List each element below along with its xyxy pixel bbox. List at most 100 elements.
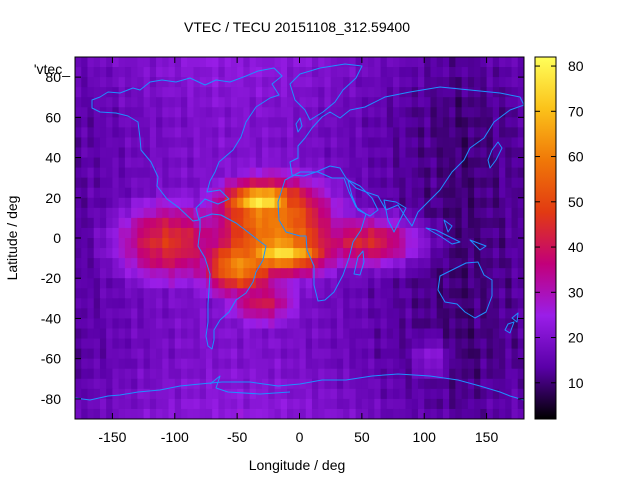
- heatmap-cell: [143, 278, 151, 289]
- heatmap-cell: [324, 328, 332, 340]
- heatmap-cell: [137, 298, 145, 309]
- heatmap-cell: [324, 187, 332, 199]
- heatmap-cell: [118, 227, 126, 239]
- heatmap-cell: [299, 197, 307, 209]
- x-tick-label: -50: [227, 429, 247, 445]
- heatmap-cell: [480, 117, 488, 128]
- heatmap-cell: [455, 378, 463, 390]
- heatmap-cell: [293, 408, 301, 419]
- heatmap-cell: [162, 378, 170, 390]
- heatmap-cell: [162, 358, 170, 370]
- heatmap-cell: [99, 147, 107, 159]
- heatmap-cell: [168, 278, 176, 289]
- heatmap-cell: [274, 107, 282, 118]
- heatmap-cell: [143, 87, 151, 98]
- heatmap-cell: [293, 298, 301, 309]
- heatmap-cell: [118, 358, 126, 370]
- heatmap-cell: [181, 368, 188, 380]
- heatmap-cell: [299, 328, 307, 340]
- heatmap-cell: [187, 268, 195, 279]
- heatmap-cell: [193, 258, 201, 269]
- heatmap-cell: [187, 398, 195, 410]
- heatmap-cell: [143, 308, 151, 320]
- heatmap-cell: [243, 67, 251, 78]
- heatmap-cell: [162, 238, 170, 249]
- heatmap-cell: [449, 408, 457, 419]
- heatmap-cell: [455, 288, 463, 299]
- heatmap-cell: [449, 378, 457, 390]
- heatmap-cell: [212, 127, 220, 139]
- heatmap-cell: [274, 298, 282, 309]
- heatmap-cell: [93, 238, 101, 249]
- heatmap-cell: [99, 207, 107, 219]
- heatmap-cell: [299, 57, 307, 68]
- heatmap-cell: [93, 227, 101, 239]
- heatmap-cell: [93, 308, 101, 320]
- heatmap-cell: [486, 77, 494, 88]
- heatmap-cell: [230, 197, 238, 209]
- heatmap-cell: [118, 97, 126, 108]
- heatmap-cell: [106, 408, 114, 419]
- heatmap-cell: [99, 298, 107, 309]
- heatmap-cell: [499, 338, 506, 350]
- heatmap-cell: [461, 318, 469, 330]
- heatmap-cell: [336, 157, 344, 169]
- heatmap-cell: [268, 117, 276, 128]
- heatmap-cell: [405, 67, 413, 78]
- heatmap-cell: [393, 127, 400, 139]
- heatmap-cell: [324, 197, 332, 209]
- heatmap-cell: [486, 197, 494, 209]
- heatmap-cell: [474, 147, 481, 159]
- heatmap-cell: [405, 167, 413, 179]
- heatmap-cell: [237, 227, 244, 239]
- heatmap-cell: [237, 238, 244, 249]
- heatmap-cell: [93, 147, 101, 159]
- heatmap-cell: [505, 258, 513, 269]
- heatmap-cell: [492, 278, 500, 289]
- heatmap-cell: [106, 378, 114, 390]
- heatmap-cell: [517, 358, 524, 370]
- heatmap-cell: [399, 167, 407, 179]
- heatmap-cell: [417, 408, 425, 419]
- heatmap-cell: [424, 278, 432, 289]
- heatmap-cell: [162, 137, 170, 149]
- heatmap-cell: [336, 288, 344, 299]
- heatmap-cell: [368, 348, 375, 360]
- heatmap-cell: [287, 57, 294, 68]
- heatmap-cell: [393, 248, 400, 259]
- heatmap-cell: [162, 288, 170, 299]
- heatmap-cell: [149, 217, 157, 229]
- heatmap-cell: [374, 358, 382, 370]
- heatmap-cell: [274, 278, 282, 289]
- heatmap-cell: [343, 278, 350, 289]
- heatmap-cell: [424, 268, 432, 279]
- heatmap-cell: [436, 57, 444, 68]
- heatmap-cell: [499, 187, 506, 199]
- heatmap-cell: [324, 248, 332, 259]
- heatmap-cell: [349, 378, 357, 390]
- heatmap-cell: [268, 388, 276, 400]
- heatmap-cell: [93, 177, 101, 189]
- heatmap-cell: [330, 167, 338, 179]
- heatmap-cell: [311, 268, 319, 279]
- heatmap-cell: [492, 227, 500, 239]
- heatmap-cell: [511, 238, 519, 249]
- heatmap-cell: [143, 187, 151, 199]
- heatmap-cell: [393, 207, 400, 219]
- heatmap-cell: [405, 127, 413, 139]
- coastline-india: [383, 199, 407, 233]
- heatmap-cell: [424, 187, 432, 199]
- heatmap-cell: [181, 197, 188, 209]
- heatmap-cell: [218, 368, 226, 380]
- heatmap-cell: [368, 57, 375, 68]
- heatmap-cell: [181, 217, 188, 229]
- heatmap-cell: [75, 388, 82, 400]
- heatmap-cell: [280, 227, 288, 239]
- heatmap-cell: [249, 338, 257, 350]
- heatmap-cell: [374, 368, 382, 380]
- heatmap-cell: [287, 67, 294, 78]
- heatmap-cell: [499, 398, 506, 410]
- heatmap-cell: [442, 107, 450, 118]
- heatmap-cell: [243, 157, 251, 169]
- heatmap-cell: [417, 107, 425, 118]
